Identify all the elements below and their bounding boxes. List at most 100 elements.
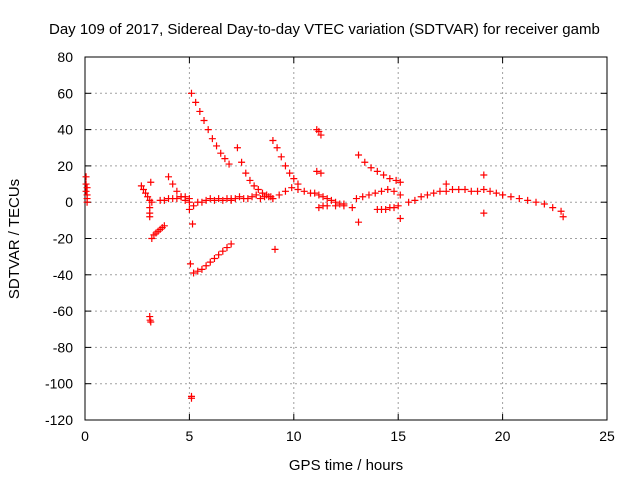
x-tick-label: 25 xyxy=(599,428,615,444)
data-point xyxy=(246,176,254,184)
data-point xyxy=(192,98,200,106)
data-point xyxy=(215,251,223,259)
y-tick-label: 0 xyxy=(65,194,73,210)
data-point xyxy=(82,180,90,188)
data-point xyxy=(396,178,404,186)
data-point xyxy=(185,205,193,213)
data-point xyxy=(137,182,145,190)
data-point xyxy=(223,244,231,252)
data-point xyxy=(507,193,515,201)
data-point xyxy=(313,167,321,175)
data-point xyxy=(189,220,197,228)
data-point xyxy=(273,144,281,152)
data-point xyxy=(219,196,227,204)
data-point xyxy=(390,187,398,195)
y-tick-label: 20 xyxy=(57,158,73,174)
data-point xyxy=(315,127,323,135)
y-tick-label: 60 xyxy=(57,85,73,101)
data-point xyxy=(367,164,375,172)
data-point xyxy=(461,185,469,193)
data-point xyxy=(185,198,193,206)
data-point xyxy=(396,191,404,199)
data-point xyxy=(288,184,296,192)
data-point xyxy=(233,144,241,152)
data-point xyxy=(269,195,277,203)
data-point xyxy=(323,195,331,203)
data-point xyxy=(380,171,388,179)
data-point xyxy=(142,189,150,197)
data-point xyxy=(83,198,91,206)
data-point xyxy=(455,185,463,193)
data-point xyxy=(300,187,308,195)
data-point xyxy=(557,207,565,215)
data-point xyxy=(286,169,294,177)
data-point xyxy=(474,187,482,195)
data-point xyxy=(332,202,340,210)
data-point xyxy=(194,267,202,275)
data-point xyxy=(206,258,214,266)
data-point xyxy=(442,187,450,195)
data-point xyxy=(384,185,392,193)
data-point xyxy=(200,117,208,125)
data-point xyxy=(430,189,438,197)
data-point xyxy=(250,182,258,190)
data-point xyxy=(169,180,177,188)
data-point xyxy=(165,173,173,181)
data-point xyxy=(198,265,206,273)
x-tick-label: 20 xyxy=(495,428,511,444)
data-point xyxy=(480,209,488,217)
data-point xyxy=(394,202,402,210)
data-point xyxy=(160,222,168,230)
data-point xyxy=(492,189,500,197)
data-point xyxy=(258,189,266,197)
data-point xyxy=(442,180,450,188)
data-point xyxy=(486,187,494,195)
data-point xyxy=(210,196,218,204)
data-point xyxy=(227,196,235,204)
data-point xyxy=(417,193,425,201)
data-point xyxy=(213,142,221,150)
data-point xyxy=(227,240,235,248)
data-point xyxy=(355,151,363,159)
data-point xyxy=(202,262,210,270)
data-point xyxy=(405,198,413,206)
data-point xyxy=(236,193,244,201)
x-tick-label: 10 xyxy=(286,428,302,444)
data-point xyxy=(198,198,206,206)
y-tick-label: -60 xyxy=(53,303,73,319)
data-point xyxy=(148,198,156,206)
chart-title: Day 109 of 2017, Sidereal Day-to-day VTE… xyxy=(49,21,600,38)
data-point xyxy=(206,195,214,203)
x-tick-label: 0 xyxy=(81,428,89,444)
grid xyxy=(85,57,607,420)
data-point xyxy=(225,160,233,168)
data-point xyxy=(196,107,204,115)
data-points xyxy=(82,89,567,402)
data-point xyxy=(377,187,385,195)
data-point xyxy=(319,193,327,201)
data-point xyxy=(340,202,348,210)
data-point xyxy=(290,175,298,183)
data-point xyxy=(221,155,229,163)
data-point xyxy=(480,185,488,193)
data-point xyxy=(532,198,540,206)
data-point xyxy=(540,200,548,208)
data-point xyxy=(190,202,198,210)
y-tick-label: 40 xyxy=(57,122,73,138)
y-tick-label: 80 xyxy=(57,49,73,65)
data-point xyxy=(277,153,285,161)
data-point xyxy=(355,218,363,226)
data-point xyxy=(146,213,154,221)
data-point xyxy=(361,158,369,166)
data-point xyxy=(359,193,367,201)
data-point xyxy=(294,185,302,193)
data-point xyxy=(139,185,147,193)
data-point xyxy=(208,135,216,143)
data-point xyxy=(173,195,181,203)
ticks: 0 5 10 15 20 25 80 60 40 20 0 -20 -40 -60 -80 -100 -120 xyxy=(45,49,615,444)
data-point xyxy=(173,187,181,195)
data-point xyxy=(549,204,557,212)
data-point xyxy=(204,126,212,134)
data-point xyxy=(187,392,195,400)
